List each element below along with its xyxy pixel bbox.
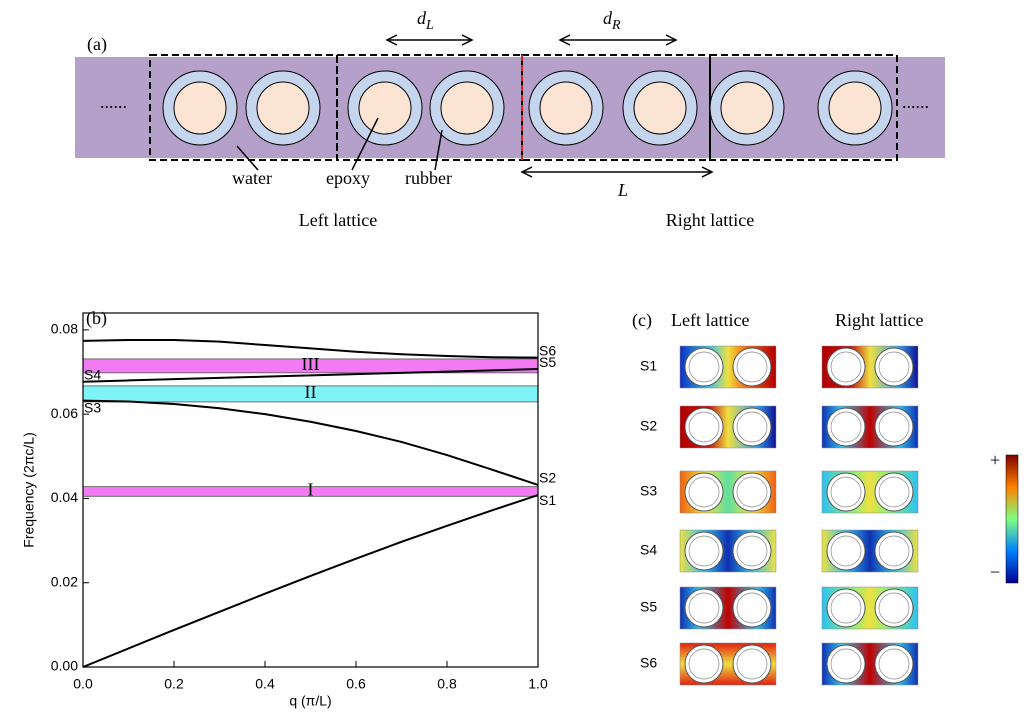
x-tick-label: 0.0 [73, 676, 93, 692]
scatterer [685, 473, 723, 511]
x-tick-label: 0.2 [164, 676, 184, 692]
ellipsis: ...... [902, 92, 929, 112]
dr-label: dR [603, 8, 621, 33]
dispersion-curve [83, 495, 538, 667]
band-label: III [302, 354, 320, 374]
band-label: II [305, 382, 317, 402]
scatterer [733, 348, 771, 386]
scatterer [875, 348, 913, 386]
colorbar [1006, 455, 1018, 583]
scatterer [733, 408, 771, 446]
scatterer [685, 532, 723, 570]
panel-c: (c) Left lattice Right lattice + − S1 S2 S… [632, 310, 1018, 685]
scatterer [733, 473, 771, 511]
scatterer [685, 408, 723, 446]
mode-label: S4 [84, 366, 101, 382]
scatterer [875, 473, 913, 511]
epoxy-core [441, 82, 493, 134]
epoxy-core [174, 82, 226, 134]
y-tick-label: 0.00 [51, 658, 78, 674]
scatterer [685, 589, 723, 627]
row-label: S2 [640, 418, 657, 434]
y-tick-label: 0.08 [51, 321, 78, 337]
scatterer [875, 532, 913, 570]
epoxy-core [634, 82, 686, 134]
ellipsis: ...... [100, 92, 127, 112]
panel-label: (a) [87, 34, 107, 55]
epoxy-core [540, 82, 592, 134]
panel-a: (a) ...... ...... dL dR L water epoxy ru… [75, 8, 945, 230]
panel-label: (c) [632, 310, 652, 331]
epoxy-core [721, 82, 773, 134]
x-tick-label: 1.0 [528, 676, 548, 692]
row-label: S4 [640, 542, 657, 558]
y-tick-label: 0.06 [51, 405, 78, 421]
figure: (a) ...... ...... dL dR L water epoxy ru… [0, 0, 1024, 713]
mode-label: S6 [539, 342, 556, 358]
rubber-label: rubber [405, 168, 452, 188]
panel-label: (b) [86, 308, 107, 329]
x-tick-label: 0.8 [437, 676, 457, 692]
x-tick-label: 0.4 [255, 676, 275, 692]
right-title: Right lattice [835, 310, 923, 330]
scatterer [875, 589, 913, 627]
scatterer [733, 532, 771, 570]
epoxy-core [829, 82, 881, 134]
x-tick-label: 0.6 [346, 676, 366, 692]
right-lattice-label: Right lattice [666, 210, 754, 230]
left-lattice-label: Left lattice [299, 210, 377, 230]
epoxy-core [359, 82, 411, 134]
y-tick-label: 0.04 [51, 489, 78, 505]
scatterer [827, 589, 865, 627]
scatterer [685, 348, 723, 386]
scatterer [827, 645, 865, 683]
scatterer [685, 645, 723, 683]
l-label: L [617, 180, 628, 200]
epoxy-core [257, 82, 309, 134]
band-label: I [308, 480, 314, 500]
water-label: water [232, 168, 272, 188]
row-label: S1 [640, 358, 657, 374]
scatterer [875, 408, 913, 446]
y-axis-label: Frequency (2πc/L) [21, 432, 37, 547]
y-tick-label: 0.02 [51, 573, 78, 589]
epoxy-label: epoxy [326, 168, 370, 188]
scatterer [827, 473, 865, 511]
mode-label: S1 [539, 492, 556, 508]
left-title: Left lattice [671, 310, 749, 330]
x-axis-label: q (π/L) [289, 693, 331, 709]
row-label: S5 [640, 599, 657, 615]
scatterer [733, 589, 771, 627]
mode-label: S2 [539, 470, 556, 486]
row-label: S6 [640, 655, 657, 671]
scatterer [827, 532, 865, 570]
colorbar-max: + [990, 450, 1000, 470]
scatterer [827, 408, 865, 446]
dispersion-curve [83, 401, 538, 485]
mode-label: S3 [84, 399, 101, 415]
row-label: S3 [640, 483, 657, 499]
scatterer [827, 348, 865, 386]
scatterer [733, 645, 771, 683]
scatterer [875, 645, 913, 683]
dl-label: dL [417, 8, 434, 33]
colorbar-min: − [990, 562, 1000, 582]
